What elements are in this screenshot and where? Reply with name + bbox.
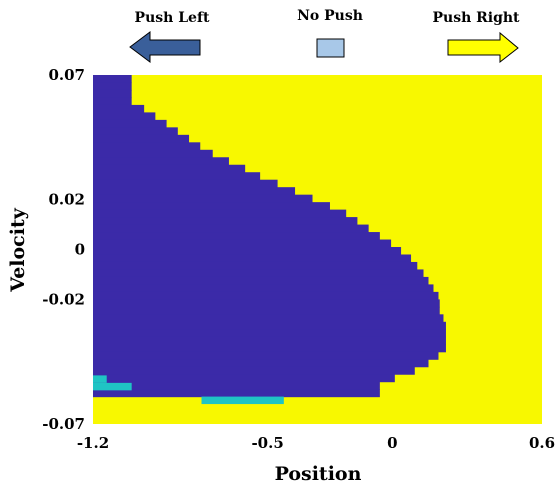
legend-label-no-push: No Push <box>297 8 363 24</box>
push-left-cell-row <box>93 97 132 106</box>
push-left-cell-row <box>93 89 132 99</box>
push-left-cell-row <box>93 254 412 263</box>
right-arrow-icon <box>447 31 519 64</box>
y-tick-label: -0.07 <box>42 415 85 433</box>
legend-label-push-left: Push Left <box>135 10 210 26</box>
push-left-cell-row <box>93 112 156 121</box>
y-tick-label: 0.07 <box>48 66 85 84</box>
legend-label-push-right: Push Right <box>432 10 520 26</box>
push-left-cell-row <box>93 269 424 278</box>
push-left-cell-row <box>93 149 213 158</box>
no-push-cell <box>93 382 132 391</box>
push-left-cell-row <box>93 336 446 345</box>
plot-area <box>93 75 542 424</box>
push-left-cell-row <box>93 134 190 143</box>
push-left-cell-row <box>93 164 246 173</box>
push-left-cell-row <box>93 381 380 390</box>
push-left-cell-row <box>93 366 415 375</box>
push-left-cell-row <box>93 157 229 166</box>
push-left-cell-row <box>93 351 439 360</box>
push-left-cell-row <box>93 179 278 188</box>
push-left-cell-row <box>93 239 392 248</box>
push-left-cell-row <box>93 172 261 181</box>
x-tick-label: -0.5 <box>251 434 283 452</box>
no-push-cell <box>93 375 107 383</box>
x-tick-label: 0.6 <box>529 434 555 452</box>
y-axis-ticks: 0.07 0.02 0 -0.02 -0.07 <box>42 66 85 433</box>
push-left-region <box>93 75 446 398</box>
push-left-cell-row <box>93 209 347 218</box>
x-axis-ticks: -1.2 -0.5 0 0.6 <box>77 434 555 452</box>
push-left-cell-row <box>93 142 201 151</box>
square-icon <box>316 38 345 58</box>
x-axis-title: Position <box>275 463 362 485</box>
push-left-cell-row <box>93 104 145 113</box>
push-left-cell-row <box>93 344 446 353</box>
push-left-cell-row <box>93 314 444 323</box>
push-left-cell-row <box>93 232 380 241</box>
push-left-cell-row <box>93 359 429 368</box>
push-left-cell-row <box>93 261 418 271</box>
push-left-cell-row <box>93 127 178 136</box>
push-left-cell-row <box>93 389 380 398</box>
legend: Push Left No Push Push Right <box>129 8 520 64</box>
push-left-cell-row <box>93 187 296 196</box>
push-left-cell-row <box>93 82 132 91</box>
y-tick-label: 0.02 <box>48 191 85 209</box>
push-left-cell-row <box>93 276 429 285</box>
left-arrow-icon <box>129 31 201 63</box>
x-tick-label: -1.2 <box>77 434 109 452</box>
push-left-cell-row <box>93 247 402 256</box>
push-left-cell-row <box>93 329 446 338</box>
x-tick-label: 0 <box>387 434 397 452</box>
push-left-cell-row <box>93 321 446 330</box>
push-left-cell-row <box>93 202 330 211</box>
push-left-cell-row <box>93 299 440 308</box>
no-push-region <box>93 375 284 405</box>
y-tick-label: -0.02 <box>42 290 85 308</box>
push-left-cell-row <box>93 374 395 383</box>
y-tick-label: 0 <box>75 241 85 259</box>
y-axis-title: Velocity <box>7 207 29 293</box>
push-left-cell-row <box>93 291 439 300</box>
push-left-cell-row <box>93 224 369 233</box>
push-left-cell-row <box>93 217 358 226</box>
push-left-cell-row <box>93 306 440 315</box>
push-left-cell-row <box>93 119 167 128</box>
push-left-cell-row <box>93 194 313 203</box>
no-push-cell <box>201 396 284 405</box>
push-left-cell-row <box>93 75 132 84</box>
push-left-cell-row <box>93 284 434 293</box>
